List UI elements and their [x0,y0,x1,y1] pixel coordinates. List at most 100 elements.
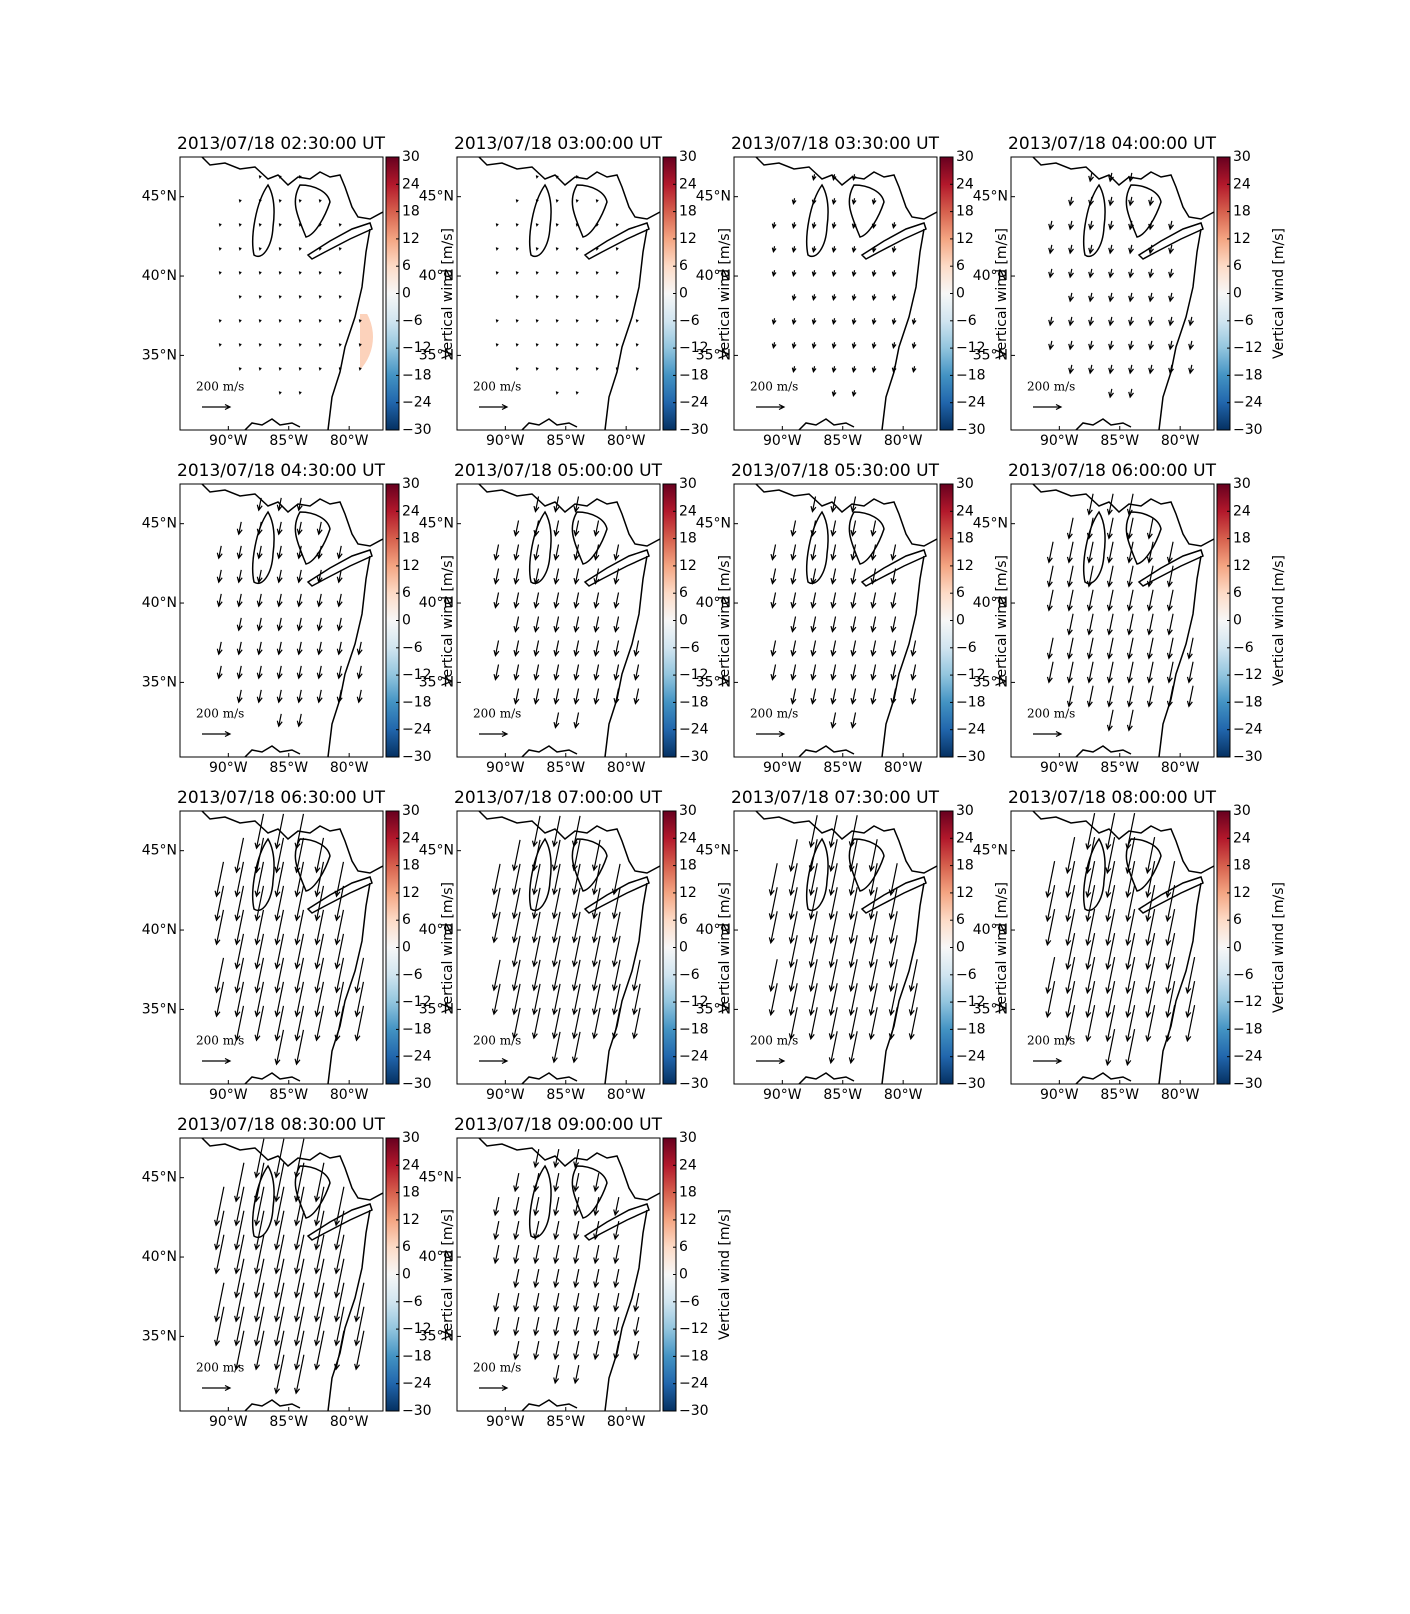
reference-arrow [1033,730,1063,738]
wind-arrow [770,640,777,657]
wind-arrow [553,1316,560,1337]
x-tick-label: 90°W [486,760,525,776]
colorbar-tick-label: −18 [679,694,709,710]
wind-arrow [314,885,325,922]
wind-arrow [768,887,778,921]
wind-arrow [551,959,561,992]
wind-arrow [768,983,778,1017]
wind-arrow [296,545,303,560]
colorbar-tick-label: 6 [1233,585,1242,601]
wind-arrow [613,568,620,585]
wind-arrow [870,568,877,585]
wind-arrow [1106,565,1114,588]
wind-arrow [316,569,323,584]
wind-arrow [771,342,777,350]
wind-arrow [318,343,322,347]
wind-arrow [356,689,363,704]
wind-arrow [493,640,500,657]
colorbar-tick-label: 24 [1233,176,1251,192]
wind-arrow [571,983,581,1016]
colorbar-tick-label: 6 [679,1239,688,1255]
x-tick-label: 90°W [209,433,248,449]
wind-arrow [635,367,639,371]
wind-arrow [318,247,322,251]
wind-arrow [1106,613,1114,636]
wind-arrow [1188,364,1194,375]
wind-arrow [298,295,302,299]
x-tick-label: 80°W [1161,760,1200,776]
x-tick-label: 85°W [546,760,585,776]
wind-arrow [850,568,857,585]
wind-arrow [274,1306,285,1347]
colorbar-tick-label: −24 [402,395,432,411]
wind-arrow [810,520,817,537]
wind-arrow [515,343,519,347]
colorbar-tick-label: −6 [1233,313,1254,329]
colorbar-tick-label: 6 [402,912,411,928]
y-tick-label: 45°N [973,516,1008,532]
wind-arrow [358,343,362,347]
wind-arrow [1126,637,1134,660]
wind-arrow [1048,268,1054,279]
wind-arrow [633,640,640,657]
wind-arrow [891,222,897,230]
map-frame [733,156,938,431]
wind-arrow [298,319,302,323]
wind-arrow [1088,364,1094,375]
wind-arrow [555,175,559,179]
wind-arrow [573,544,580,561]
reference-arrow [756,403,786,411]
wind-arrow [515,223,519,227]
wind-arrow [314,1282,325,1323]
wind-arrow [828,887,838,921]
wind-arrow [828,863,838,897]
x-tick-label: 90°W [209,760,248,776]
wind-arrow [831,222,837,230]
colorbar-tick-label: 30 [679,1130,697,1146]
y-tick-label: 40°N [142,922,177,938]
wind-arrow [1166,565,1174,588]
wind-arrow [871,222,877,230]
wind-arrow [850,544,857,561]
wind-arrow [1146,685,1154,708]
wind-arrow [254,1186,265,1227]
wind-arrow [234,861,245,898]
wind-arrow [533,1340,540,1361]
wind-arrow [1088,292,1094,303]
wind-arrow [810,664,817,681]
wind-arrow [274,1210,285,1251]
wind-arrow [593,520,600,537]
wind-arrow [1166,613,1174,636]
wind-arrow [334,1306,345,1347]
wind-region [479,494,650,729]
wind-arrow [531,911,541,944]
map-panel: 2013/07/18 09:00:00 UT 200 m/s 90°W 85°W 80°… [419,1115,733,1430]
map-panel: 2013/07/18 04:00:00 UT 200 m/s 90°W 85°W 80°… [973,134,1287,449]
wind-arrow [611,935,621,968]
wind-arrow [254,837,265,874]
wind-arrow [1085,933,1096,971]
wind-arrow [276,641,283,656]
wind-arrow [591,959,601,992]
wind-arrow [1145,885,1156,923]
wind-arrow [354,1005,365,1042]
wind-arrow [828,815,838,849]
wind-arrow [553,520,560,537]
wind-arrow [491,911,501,944]
x-tick-label: 85°W [269,1414,308,1430]
wind-arrow [234,1186,245,1227]
wind-arrow [615,295,619,299]
wind-arrow [314,1005,325,1042]
wind-arrow [593,1316,600,1337]
y-tick-label: 45°N [419,189,454,205]
wind-arrow [1108,172,1114,183]
x-tick-label: 80°W [1161,1087,1200,1103]
panel-title: 2013/07/18 06:00:00 UT [1008,461,1217,481]
wind-arrow [888,863,898,897]
wind-arrow [888,959,898,993]
colorbar-tick-label: −18 [402,1021,432,1037]
colorbar-tick-label: 0 [1233,940,1242,956]
wind-arrow [533,1316,540,1337]
wind-arrow [535,247,539,251]
wind-arrow [533,1196,540,1217]
